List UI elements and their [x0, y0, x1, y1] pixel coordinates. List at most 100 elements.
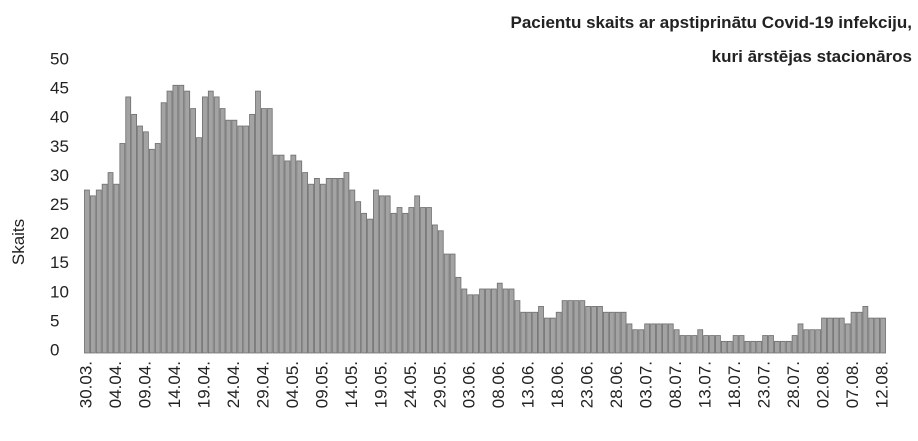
bar [815, 329, 822, 354]
bar [367, 218, 373, 354]
bar [532, 311, 539, 354]
x-tick-label: 19.04. [194, 361, 213, 408]
bar [874, 317, 881, 354]
bar [597, 306, 603, 354]
bar [620, 311, 627, 354]
bar [302, 172, 309, 354]
bar [213, 96, 220, 354]
bar [314, 177, 320, 354]
bar [603, 311, 609, 354]
y-tick-label: 0 [50, 340, 59, 359]
bar [803, 329, 810, 354]
x-tick-label: 07.08. [843, 361, 862, 408]
bar [272, 154, 279, 354]
bar [172, 84, 179, 354]
bar [685, 335, 692, 354]
bar [709, 335, 715, 354]
bar [260, 108, 267, 354]
bar [225, 119, 232, 354]
x-tick-label: 19.05. [371, 361, 390, 408]
bar [343, 172, 350, 354]
bar [573, 300, 580, 354]
bar [308, 183, 314, 354]
y-tick-label: 30 [50, 166, 69, 185]
bar [632, 329, 639, 354]
bar [715, 335, 721, 354]
x-tick-label: 24.05. [401, 361, 420, 408]
bar [89, 195, 96, 354]
bar [437, 230, 444, 354]
x-tick-label: 23.07. [755, 361, 774, 408]
bar [337, 177, 344, 354]
bar [219, 108, 226, 354]
bar [868, 317, 875, 354]
bar [107, 172, 114, 354]
bar [791, 335, 798, 354]
bar [166, 90, 173, 354]
y-tick-label: 20 [50, 224, 69, 243]
bar [113, 183, 120, 354]
bar [644, 323, 651, 354]
y-tick-label: 10 [50, 282, 69, 301]
x-tick-label: 13.07. [696, 361, 715, 408]
bar [608, 311, 615, 354]
x-tick-label: 18.07. [725, 361, 744, 408]
bar [502, 288, 509, 354]
bar [443, 253, 450, 354]
bar [526, 311, 533, 354]
bar [178, 84, 185, 354]
bar [591, 306, 597, 354]
x-tick-label: 13.06. [519, 361, 538, 408]
x-tick-label: 28.07. [784, 361, 803, 408]
bar [202, 96, 208, 354]
bar [579, 300, 586, 354]
bar [673, 329, 680, 354]
bar [325, 177, 332, 354]
bar [467, 294, 474, 354]
bar [137, 125, 143, 354]
x-tick-label: 04.04. [106, 361, 125, 408]
bar [125, 96, 132, 354]
bar [420, 207, 426, 354]
bar [361, 212, 367, 354]
bar [862, 306, 869, 354]
bar [402, 212, 409, 354]
bar [679, 335, 686, 354]
bar [84, 189, 90, 354]
bar [880, 317, 886, 354]
x-tick-label: 08.06. [489, 361, 508, 408]
y-tick-label: 35 [50, 137, 69, 156]
x-tick-label: 12.08. [873, 361, 892, 408]
bar [650, 323, 656, 354]
bar [148, 148, 155, 354]
chart-title: Pacientu skaits ar apstiprinātu Covid-19… [510, 13, 912, 32]
bar [656, 323, 662, 354]
bar [455, 276, 462, 354]
x-tick-label: 30.03. [76, 361, 95, 408]
bar [703, 335, 710, 354]
bar [378, 195, 385, 354]
x-tick-label: 09.05. [312, 361, 331, 408]
x-tick-label: 28.06. [607, 361, 626, 408]
bar [373, 189, 379, 354]
bar [390, 212, 397, 354]
bar [408, 207, 415, 354]
bar [396, 207, 403, 354]
bar [567, 300, 574, 354]
bar [266, 108, 273, 354]
bar [750, 340, 757, 354]
bar [249, 113, 255, 354]
bar [821, 317, 827, 354]
bar [797, 323, 804, 354]
bar [290, 154, 297, 354]
x-tick-label: 29.04. [253, 361, 272, 408]
bar [190, 108, 196, 354]
bar [331, 177, 338, 354]
bar [785, 340, 792, 354]
x-tick-label: 18.06. [548, 361, 567, 408]
bar [255, 90, 261, 354]
bar [355, 201, 362, 354]
bar [549, 317, 556, 354]
bar [237, 125, 244, 354]
